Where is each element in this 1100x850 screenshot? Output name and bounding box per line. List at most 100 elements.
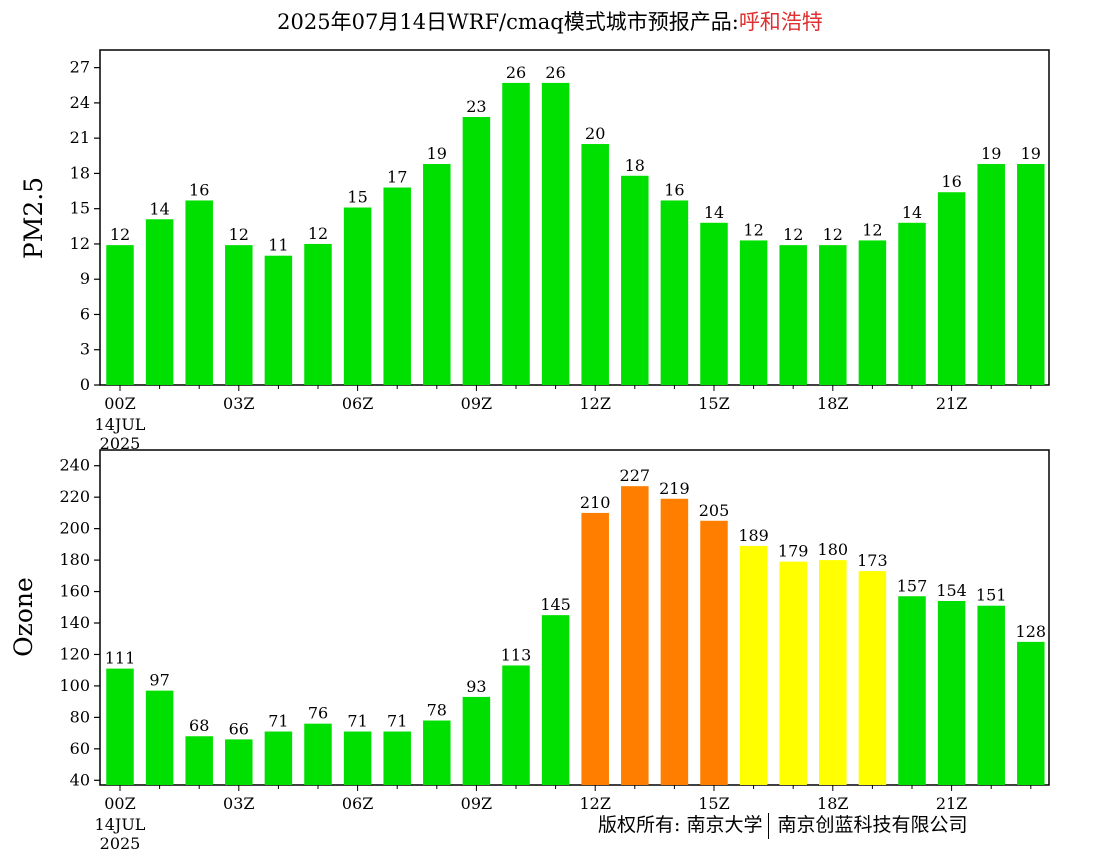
ozone-ytick-label: 200 xyxy=(59,519,90,538)
ozone-bar xyxy=(106,668,134,785)
pm25-bar xyxy=(779,245,807,385)
pm25-value-label: 19 xyxy=(981,144,1001,163)
pm25-bar xyxy=(423,164,451,385)
pm25-bar xyxy=(343,207,372,385)
ozone-bar xyxy=(462,696,491,785)
ozone-ylabel: Ozone xyxy=(9,577,38,657)
chart-title: 2025年07月14日WRF/cmaq模式城市预报产品:呼和浩特 xyxy=(0,6,1100,36)
pm25-ytick-label: 18 xyxy=(70,163,90,182)
ozone-value-label: 68 xyxy=(189,716,209,735)
ozone-bar xyxy=(145,690,174,785)
ozone-xtick-label: 12Z xyxy=(579,794,610,813)
copyright-left: 版权所有: 南京大学 xyxy=(598,814,763,836)
copyright-right: 南京创蓝科技有限公司 xyxy=(777,814,968,836)
ozone-ytick-label: 120 xyxy=(59,644,90,663)
pm25-bar xyxy=(264,255,293,385)
ozone-ytick-label: 40 xyxy=(70,770,90,789)
pm25-bar xyxy=(858,240,887,385)
pm25-xtick-label: 15Z xyxy=(698,394,729,413)
ozone-bar xyxy=(581,512,609,785)
ozone-bar xyxy=(343,731,372,785)
ozone-value-label: 93 xyxy=(466,677,486,696)
pm25-ytick-label: 3 xyxy=(80,340,90,359)
pm25-value-label: 20 xyxy=(585,124,605,143)
pm25-value-label: 16 xyxy=(941,172,961,191)
ozone-value-label: 219 xyxy=(659,479,690,498)
title-prefix: 2025年07月14日WRF/cmaq模式城市预报产品: xyxy=(277,10,739,34)
ozone-value-label: 189 xyxy=(738,526,769,545)
ozone-xtick-label: 18Z xyxy=(817,794,848,813)
ozone-bar xyxy=(423,720,451,785)
pm25-value-label: 19 xyxy=(427,144,447,163)
pm25-value-label: 12 xyxy=(783,225,803,244)
ozone-bar xyxy=(779,561,807,785)
pm25-ytick-label: 15 xyxy=(70,199,90,218)
ozone-value-label: 210 xyxy=(580,493,611,512)
pm25-bar xyxy=(739,240,768,385)
pm25-xtick-label: 12Z xyxy=(579,394,610,413)
pm25-bar xyxy=(541,82,570,385)
ozone-value-label: 113 xyxy=(501,645,532,664)
ozone-bar xyxy=(977,605,1005,785)
pm25-value-label: 14 xyxy=(704,203,724,222)
pm25-ytick-label: 21 xyxy=(70,128,90,147)
pm25-value-label: 26 xyxy=(545,63,565,82)
pm25-xtick-label: 21Z xyxy=(936,394,967,413)
pm25-plot-frame xyxy=(99,49,1050,386)
ozone-bar xyxy=(819,560,847,785)
ozone-value-label: 76 xyxy=(308,704,328,723)
ozone-bar xyxy=(937,600,966,785)
ozone-xtick-label: 15Z xyxy=(698,794,729,813)
pm25-date-label: 2025 xyxy=(100,434,141,453)
pm25-bar xyxy=(106,245,134,385)
ozone-ytick-label: 220 xyxy=(59,487,90,506)
pm25-xtick-label: 06Z xyxy=(342,394,373,413)
ozone-value-label: 111 xyxy=(105,649,136,668)
pm25-value-label: 12 xyxy=(862,220,882,239)
ozone-bar xyxy=(621,486,649,785)
pm25-bar xyxy=(700,222,728,385)
ozone-value-label: 157 xyxy=(897,576,928,595)
ozone-bar xyxy=(1017,641,1045,785)
ozone-date-label: 14JUL xyxy=(95,815,146,834)
pm25-bar xyxy=(304,243,332,385)
pm25-value-label: 12 xyxy=(743,220,763,239)
pm25-ytick-label: 24 xyxy=(70,93,90,112)
ozone-ytick-label: 180 xyxy=(59,550,90,569)
pm25-bar xyxy=(502,82,530,385)
ozone-value-label: 128 xyxy=(1016,622,1047,641)
ozone-value-label: 145 xyxy=(540,595,571,614)
ozone-ytick-label: 60 xyxy=(70,739,90,758)
pm25-value-label: 19 xyxy=(1021,144,1041,163)
ozone-value-label: 71 xyxy=(387,712,407,731)
pm25-bar xyxy=(621,175,649,385)
ozone-value-label: 173 xyxy=(857,551,888,570)
ozone-xtick-label: 00Z xyxy=(104,794,135,813)
pm25-ytick-label: 9 xyxy=(80,269,90,288)
ozone-value-label: 180 xyxy=(818,540,849,559)
title-city: 呼和浩特 xyxy=(738,10,823,34)
pm25-value-label: 17 xyxy=(387,168,407,187)
pm25-bar xyxy=(1017,164,1045,385)
ozone-date-label: 2025 xyxy=(100,834,141,850)
pm25-bar xyxy=(185,200,213,385)
ozone-chart-panel: 40 60 80 100 120 140 160 180 200 220 240 Ozone 111 97… xyxy=(9,449,1050,850)
ozone-bar xyxy=(502,665,530,785)
copyright-separator xyxy=(768,813,770,839)
pm25-bar xyxy=(937,192,966,385)
pm25-bar xyxy=(898,222,926,385)
pm25-ytick-label: 12 xyxy=(70,234,90,253)
pm25-bar xyxy=(225,245,253,385)
pm25-chart-panel: 0 3 6 9 12 15 18 21 24 27 PM2.5 12 14 16 12 11 12 15 17 19 2… xyxy=(19,49,1050,453)
ozone-value-label: 78 xyxy=(427,701,447,720)
pm25-bar xyxy=(977,164,1005,385)
ozone-bar xyxy=(541,615,570,785)
ozone-value-label: 154 xyxy=(936,581,967,600)
pm25-date-label: 14JUL xyxy=(95,415,146,434)
pm25-xtick-label: 00Z xyxy=(104,394,135,413)
pm25-bar xyxy=(819,245,847,385)
pm25-ylabel: PM2.5 xyxy=(19,177,48,259)
ozone-bar xyxy=(660,498,689,785)
pm25-ytick-label: 27 xyxy=(70,58,90,77)
ozone-xtick-label: 21Z xyxy=(936,794,967,813)
